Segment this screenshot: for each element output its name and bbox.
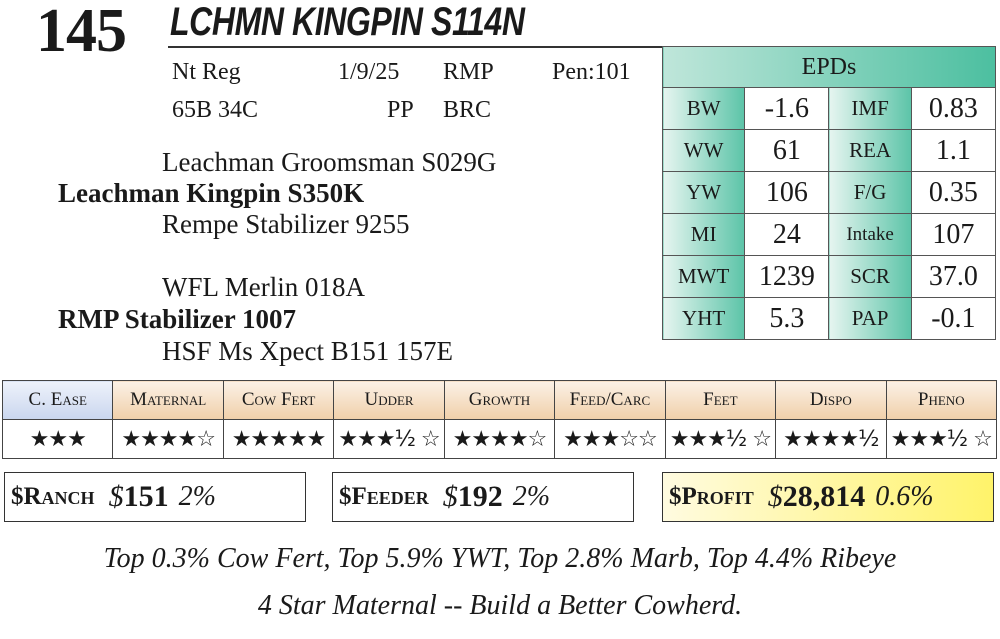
epd-title: EPDs: [662, 46, 996, 88]
epd-label: Intake: [828, 213, 912, 256]
sire: Leachman Kingpin S350K: [58, 178, 365, 208]
brc-code: BRC: [443, 97, 492, 123]
epd-label: REA: [828, 129, 912, 172]
profit-value: 28,814: [782, 480, 866, 513]
star-rating: ★★★★☆: [112, 419, 224, 459]
feeder-label: $Feeder: [339, 483, 429, 510]
epd-label: YHT: [661, 297, 746, 340]
sire-dam: Rempe Stabilizer 9255: [162, 209, 410, 239]
rating-category: Maternal: [112, 380, 224, 420]
rating-category: Pheno: [885, 380, 997, 420]
epd-label: F/G: [828, 171, 912, 214]
epd-value: 1.1: [910, 129, 997, 172]
header-divider: [168, 46, 662, 48]
epd-label: MI: [661, 213, 746, 256]
epd-table: EPDs BW -1.6 IMF 0.83 WW 61 REA 1.1 YW 1…: [661, 46, 997, 340]
feeder-value: 192: [457, 480, 503, 513]
star-rating: ★★★: [1, 419, 114, 459]
rating-table: C. Ease Maternal Cow Fert Udder Growth F…: [1, 380, 997, 459]
dam-dam: HSF Ms Xpect B151 157E: [162, 336, 454, 366]
epd-label: BW: [661, 87, 746, 130]
star-rating: ★★★½ ☆: [333, 419, 445, 459]
dam-sire: WFL Merlin 018A: [162, 272, 365, 302]
id-tags: 65B 34C: [172, 97, 259, 123]
epd-value: 106: [744, 171, 830, 214]
pp-code: PP: [387, 97, 414, 123]
rating-category: Cow Fert: [222, 380, 335, 420]
epd-value: 1239: [744, 255, 830, 298]
epd-value: 37.0: [910, 255, 997, 298]
pen-number: Pen:101: [552, 59, 631, 85]
rating-category: Udder: [333, 380, 445, 420]
feeder-index-box: $Feeder $ 192 2%: [332, 472, 634, 522]
profit-percentile: 0.6%: [875, 481, 934, 512]
star-rating: ★★★★☆: [443, 419, 556, 459]
epd-label: IMF: [828, 87, 912, 130]
profit-label: $Profit: [669, 483, 754, 510]
star-rating: ★★★★½: [775, 419, 887, 459]
ranch-label: $Ranch: [11, 483, 95, 510]
feeder-dollar-sign: $: [442, 480, 458, 513]
rating-category: Feet: [664, 380, 777, 420]
epd-label: MWT: [661, 255, 746, 298]
ranch-value: 151: [123, 480, 169, 513]
ranch-index-box: $Ranch $ 151 2%: [4, 472, 306, 522]
rating-category: Feed/Carc: [554, 380, 666, 420]
star-rating: ★★★★★: [222, 419, 335, 459]
lot-number: 145: [36, 0, 127, 65]
epd-value: 0.35: [910, 171, 997, 214]
ranch-dollar-sign: $: [108, 480, 124, 513]
epd-label: SCR: [828, 255, 912, 298]
feeder-percentile: 2%: [512, 481, 551, 512]
tagline: 4 Star Maternal -- Build a Better Cowher…: [257, 590, 743, 621]
birth-date: 1/9/25: [338, 59, 400, 85]
animal-name: LCHMN KINGPIN S114N: [170, 0, 525, 44]
epd-label: WW: [661, 129, 746, 172]
epd-value: -0.1: [910, 297, 997, 340]
rating-category: Dispo: [775, 380, 887, 420]
sire-sire: Leachman Groomsman S029G: [162, 147, 497, 177]
ranch-percentile: 2%: [178, 481, 216, 512]
epd-value: 24: [744, 213, 830, 256]
breeder-code: RMP: [443, 59, 494, 85]
epd-value: 5.3: [744, 297, 830, 340]
star-rating: ★★★☆☆: [554, 419, 666, 459]
rating-category: C. Ease: [1, 380, 114, 420]
epd-value: -1.6: [744, 87, 830, 130]
epd-value: 61: [744, 129, 830, 172]
rating-category: Growth: [443, 380, 556, 420]
registration: Nt Reg: [172, 59, 241, 85]
epd-value: 0.83: [910, 87, 997, 130]
profit-index-box: $Profit $ 28,814 0.6%: [662, 472, 994, 522]
highlights-line: Top 0.3% Cow Fert, Top 5.9% YWT, Top 2.8…: [103, 543, 897, 574]
star-rating: ★★★½ ☆: [664, 419, 777, 459]
dam: RMP Stabilizer 1007: [58, 304, 296, 334]
epd-value: 107: [910, 213, 997, 256]
epd-label: PAP: [828, 297, 912, 340]
star-rating: ★★★½ ☆: [885, 419, 997, 459]
profit-dollar-sign: $: [767, 480, 783, 513]
epd-label: YW: [661, 171, 746, 214]
